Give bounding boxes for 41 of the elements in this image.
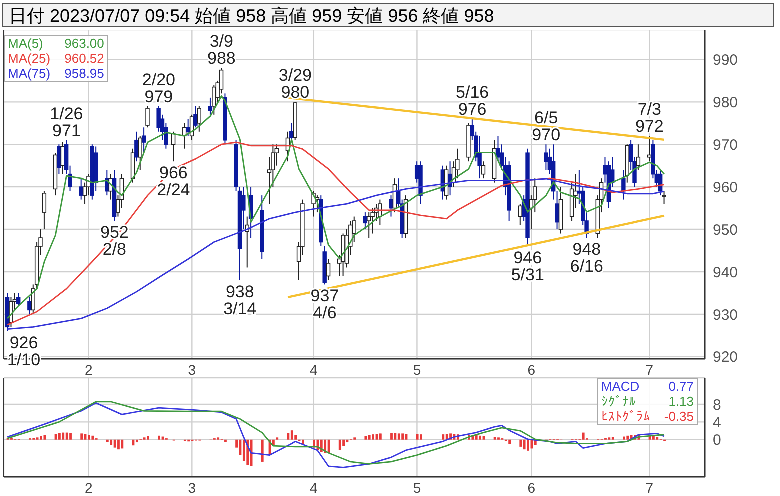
x-tick-label: 6 (528, 362, 536, 378)
annotation: 946 5/31 (511, 248, 544, 285)
annotation: 1/26 971 (50, 104, 84, 140)
y-tick-label: 950 (713, 222, 738, 239)
chart-title: 日付 2023/07/07 09:54 始値 958 高値 959 安値 956 終値 958 (2, 3, 774, 27)
text: MA(25) 960.52 (8, 51, 104, 66)
text: MA(5) 963.00 (8, 36, 104, 51)
x-tick-label: 5 (413, 362, 422, 378)
y-tick-label: 0 (713, 432, 722, 450)
series-label: ﾋｽﾄｸﾞﾗﾑ -0.35 (601, 409, 694, 424)
x-tick-label: 4 (310, 362, 318, 378)
y-tick-label: 990 (713, 52, 738, 70)
annotation: 7/3 972 (635, 100, 664, 136)
y-tick-label: 4 (713, 414, 722, 432)
y-tick-label: 940 (713, 264, 738, 282)
y-tick-label: 970 (713, 136, 738, 154)
annotation: 5/16 976 (456, 83, 490, 120)
annotation: 6/5 970 (532, 108, 561, 145)
annotation: 938 3/14 (224, 282, 257, 318)
annotation: 948 6/16 (570, 240, 604, 276)
text: MA(75) 958.95 (8, 66, 104, 81)
y-tick-label: 8 (713, 396, 722, 414)
annotation: 3/9 988 (207, 32, 236, 68)
y-tick-label: 960 (713, 179, 738, 196)
annotation: 3/29 980 (278, 66, 312, 102)
annotation: 937 4/6 (310, 286, 340, 323)
x-tick-label: 2 (84, 362, 93, 378)
x-tick-label: 3 (188, 480, 196, 496)
x-tick-label: 5 (413, 480, 422, 496)
y-tick-label: 980 (713, 94, 738, 112)
x-tick-label: 6 (528, 480, 536, 496)
y-tick-label: 930 (713, 306, 738, 324)
y-tick-label: 920 (713, 349, 738, 366)
x-tick-label: 2 (84, 480, 93, 496)
annotation: 2/20 979 (142, 70, 176, 106)
text: ｼｸﾞﾅﾙ 1.13 (601, 394, 694, 409)
x-tick-label: 3 (188, 362, 196, 378)
x-tick-label: 7 (646, 362, 654, 378)
x-tick-label: 4 (310, 480, 318, 496)
x-tick-label: 7 (646, 480, 654, 496)
text: MACD 0.77 (601, 379, 694, 394)
